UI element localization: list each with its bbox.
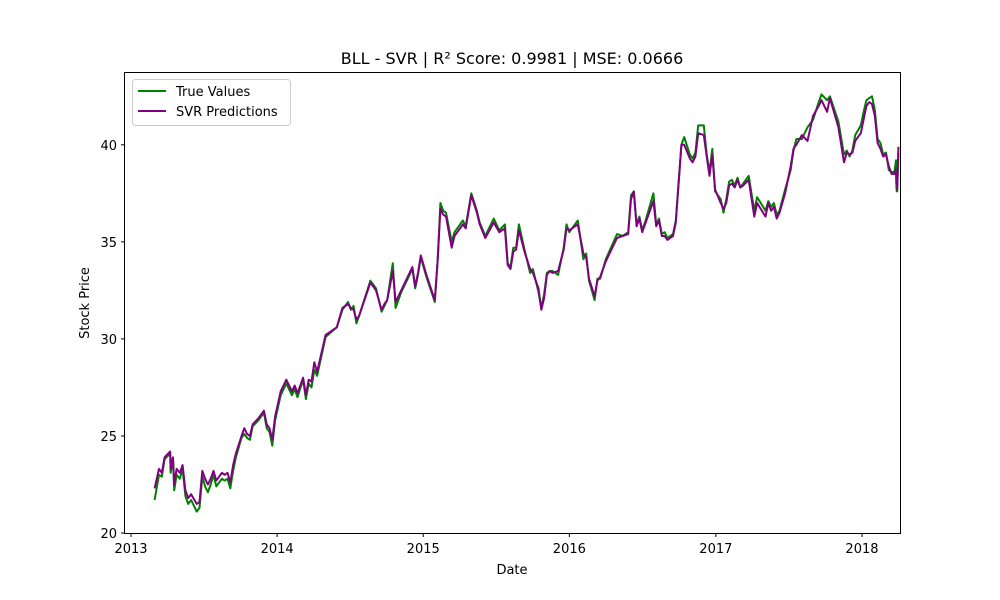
legend-label-svr-predictions: SVR Predictions [176,105,278,120]
x-tick-label: 2015 [407,542,440,557]
x-tick-label: 2018 [845,542,878,557]
legend-label-true-values: True Values [175,85,250,100]
chart-title: BLL - SVR | R² Score: 0.9981 | MSE: 0.06… [341,49,684,68]
x-tick-label: 2014 [261,542,294,557]
x-tick-label: 2013 [114,542,147,557]
y-tick-label: 40 [100,139,117,154]
legend-box [132,79,291,126]
y-tick-label: 20 [100,527,117,542]
x-axis: 2013 2014 2015 2016 2017 2018 [114,533,879,557]
x-axis-title: Date [496,563,527,578]
y-tick-label: 35 [100,236,117,251]
y-tick-label: 25 [100,430,117,445]
x-tick-label: 2017 [699,542,732,557]
plot-frame [124,72,901,534]
legend: True Values SVR Predictions [132,79,291,126]
x-tick-label: 2016 [553,542,586,557]
series-layer [153,93,900,513]
y-axis-title: Stock Price [78,267,93,339]
series-line-1 [153,97,900,505]
y-axis: 20 25 30 35 40 [100,139,125,542]
y-tick-label: 30 [100,333,117,348]
